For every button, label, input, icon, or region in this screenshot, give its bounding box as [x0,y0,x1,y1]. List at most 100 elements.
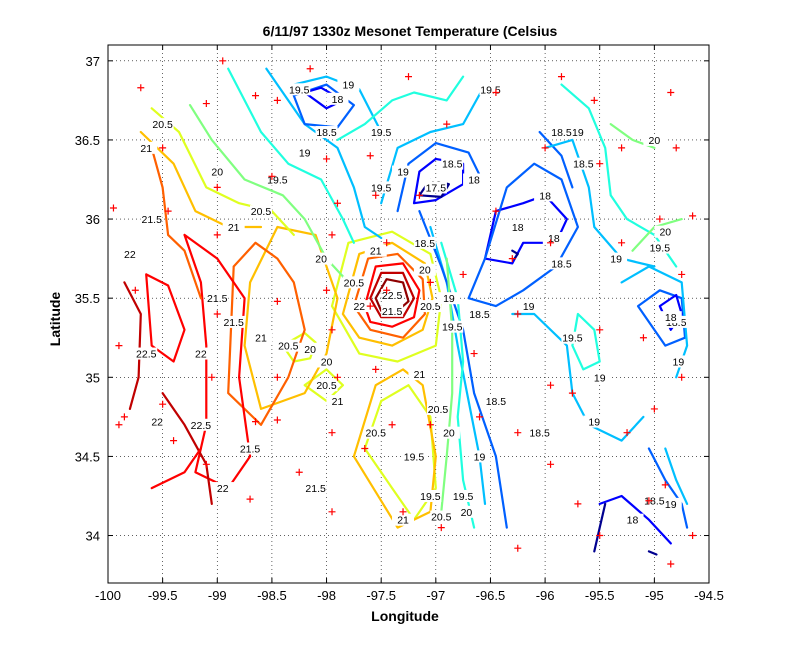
contour-line-22-5 [123,281,142,410]
station-marker [202,100,210,108]
station-marker [202,460,210,468]
contour-line-19 [664,447,689,505]
contour-label-bg [326,395,349,408]
contour-line-20-5 [303,368,344,403]
contour-label: 21 [228,222,240,234]
x-tick-label: -97.5 [366,588,396,603]
contour-label-bg [146,415,169,428]
contour-label: 17.5 [426,182,447,194]
contour-line-22-5 [161,392,213,505]
contour-label-bg [437,292,460,305]
station-marker [273,297,281,305]
x-tick-label: -99 [208,588,227,603]
contour-label-bg [189,347,212,360]
contour-label-bg [370,181,393,194]
y-tick-label: 35 [86,370,100,385]
contour-label: 21.5 [223,317,244,329]
contour-label: 20.5 [431,512,452,524]
contour-label: 22 [124,249,136,261]
contour-label-bg [542,232,565,245]
contour-label: 21 [255,333,267,345]
station-marker [159,400,167,408]
contour-label: 20 [443,428,455,440]
station-marker [678,373,686,381]
contour-label-bg [211,482,234,495]
contour-label: 19 [397,167,409,179]
contour-line-22 [150,447,202,490]
contour-label: 18 [332,94,344,106]
station-marker [547,239,555,247]
y-axis-label: Latitude [47,292,63,347]
station-marker [650,405,658,413]
contour-label: 18.5 [644,496,665,508]
contour-line-18-5 [292,83,355,129]
station-marker [492,207,500,215]
station-marker [213,310,221,318]
contour-label: 21 [414,369,426,381]
station-marker [437,524,445,532]
station-marker [109,204,117,212]
station-marker [672,144,680,152]
station-marker [273,416,281,424]
station-marker [213,183,221,191]
contour-label-bg [463,173,486,186]
station-marker [361,445,369,452]
contour-label: 19.5 [562,333,583,345]
contour-line-19-5 [440,241,476,529]
contour-label: 19 [588,417,600,429]
station-marker [667,88,675,96]
contour-label: 20.5 [152,119,173,131]
contour-label-bg [468,450,491,463]
contour-label: 20 [315,254,327,266]
station-marker [547,381,555,389]
contour-label: 19 [523,301,535,313]
contour-label-bg [189,418,212,431]
station-marker [295,468,303,476]
x-tick-label: -95.5 [585,588,615,603]
contour-label: 21 [397,515,409,527]
station-marker [115,421,123,429]
contour-label: 19.5 [442,322,463,334]
station-marker [164,207,172,215]
contour-label-bg [299,342,322,355]
contour-label: 20 [419,265,431,277]
station-marker [678,270,686,278]
x-tick-label: -96.5 [476,588,506,603]
contour-label: 22 [353,301,365,313]
contour-line-22 [145,273,186,363]
contour-label: 21 [370,246,382,258]
contour-label-bg [588,371,611,384]
contour-label: 18 [627,515,639,527]
station-marker [618,144,626,152]
contour-label: 19.5 [453,491,474,503]
contour-line-17-5 [647,550,658,556]
contour-label-bg [427,402,450,415]
station-markers [109,57,697,568]
contour-label-bg [550,126,573,139]
contour-line-17-5 [593,502,607,553]
contour-label-bg [206,292,229,305]
x-tick-label: -98 [317,588,336,603]
contour-label-bg [310,252,333,265]
contour-label-bg [304,482,327,495]
contour-lines [123,67,689,556]
station-marker [268,172,276,180]
contour-label: 21.5 [305,483,326,495]
contour-label: 19.5 [404,451,425,463]
contour-label-bg [441,157,464,170]
station-marker [639,334,647,342]
station-marker [323,155,331,163]
contour-label: 21.5 [141,214,162,226]
contour-label: 20.5 [344,277,365,289]
contour-label: 18 [665,312,677,324]
station-marker [514,429,522,437]
contour-label-bg [561,331,584,344]
contour-label-bg [419,489,442,502]
contour-label-bg [659,311,682,324]
contour-label-bg [484,395,507,408]
station-marker [273,96,281,104]
station-marker [459,270,467,278]
x-tick-label: -94.5 [694,588,724,603]
